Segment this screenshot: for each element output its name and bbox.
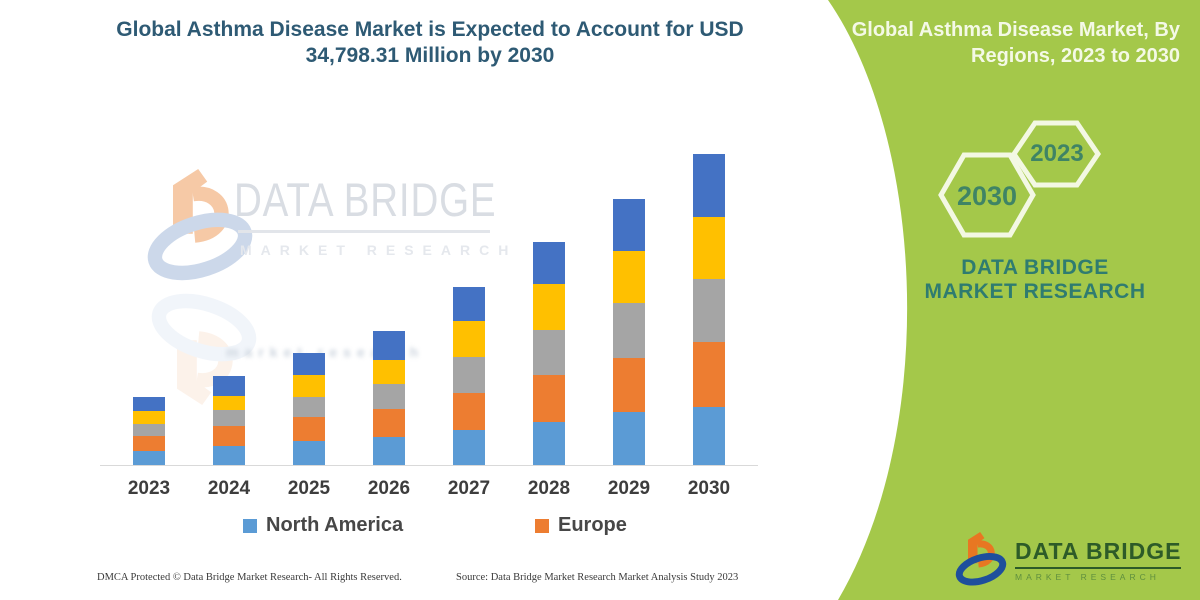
bar-2027-north-america — [453, 429, 485, 465]
bar-2025-europe — [293, 417, 325, 441]
data-bridge-logo: DATA BRIDGE MARKET RESEARCH — [955, 530, 1182, 586]
bar-2027-europe — [453, 393, 485, 430]
x-axis-label-2027: 2027 — [447, 478, 491, 499]
x-axis-label-2026: 2026 — [367, 478, 411, 499]
page-title-line2: 34,798.31 Million by 2030 — [305, 44, 555, 67]
bar-2028-europe — [533, 374, 565, 422]
logo-sub-wordmark: MARKET RESEARCH — [1015, 572, 1160, 582]
bar-2023-unlabeled-gray- — [133, 424, 165, 436]
bar-2029-unlabeled-gray- — [613, 303, 645, 359]
hexagon-2023-label: 2023 — [1030, 140, 1084, 167]
source-note: Source: Data Bridge Market Research Mark… — [456, 572, 739, 583]
x-axis-label-2029: 2029 — [607, 478, 651, 499]
bar-2023-north-america — [133, 450, 165, 465]
green-panel — [828, 0, 1200, 600]
bar-2030-europe — [693, 341, 725, 407]
x-axis-label-2025: 2025 — [287, 478, 331, 499]
x-axis-label-2030: 2030 — [687, 478, 731, 499]
bar-2026-europe — [373, 409, 405, 438]
bar-2023-unlabeled-dark-blue- — [133, 397, 165, 411]
bar-2024-europe — [213, 426, 245, 447]
bar-2024-north-america — [213, 446, 245, 465]
hexagon-2030-label: 2030 — [956, 181, 1018, 211]
north-america-swatch-icon — [243, 518, 257, 533]
page-title: Global Asthma Disease Market is Expected… — [55, 17, 805, 69]
x-axis-label-2028: 2028 — [527, 478, 571, 499]
bar-2028-unlabeled-dark-blue- — [533, 242, 565, 285]
hexagon-2023-icon — [1010, 120, 1102, 188]
bar-2029-europe — [613, 358, 645, 412]
bar-2029-unlabeled-dark-blue- — [613, 198, 645, 252]
bar-2028-unlabeled-yellow- — [533, 284, 565, 330]
x-axis-line — [100, 465, 758, 466]
bar-2024-unlabeled-yellow- — [213, 396, 245, 410]
bar-2030-unlabeled-gray- — [693, 278, 725, 342]
page-title-line1: Global Asthma Disease Market is Expected… — [116, 18, 744, 41]
bar-2025-unlabeled-gray- — [293, 397, 325, 418]
bar-2024-unlabeled-gray- — [213, 409, 245, 427]
logo-wordmark: DATA BRIDGE — [1015, 538, 1182, 569]
data-bridge-logo-icon — [955, 532, 1007, 586]
bar-2030-unlabeled-yellow- — [693, 216, 725, 279]
bar-2023-europe — [133, 435, 165, 451]
panel-title: Global Asthma Disease Market, By Regions… — [851, 19, 1180, 67]
bar-2027-unlabeled-gray- — [453, 356, 485, 394]
bar-2026-unlabeled-yellow- — [373, 359, 405, 384]
bar-2029-unlabeled-yellow- — [613, 251, 645, 304]
bar-2026-unlabeled-gray- — [373, 384, 405, 410]
bar-2028-north-america — [533, 421, 565, 465]
bar-2026-north-america — [373, 437, 405, 465]
europe-swatch-icon — [535, 518, 549, 533]
bar-2030-unlabeled-dark-blue- — [693, 154, 725, 217]
brand-text: DATA BRIDGE MARKET RESEARCH — [924, 256, 1146, 303]
bar-2027-unlabeled-yellow- — [453, 320, 485, 357]
bar-2025-unlabeled-yellow- — [293, 375, 325, 398]
x-axis-label-2023: 2023 — [127, 478, 171, 499]
bar-2025-unlabeled-dark-blue- — [293, 353, 325, 375]
legend-item-europe: Europe — [535, 514, 627, 537]
bar-2025-north-america — [293, 440, 325, 465]
legend-label-europe: Europe — [558, 514, 627, 536]
dmca-notice: DMCA Protected © Data Bridge Market Rese… — [97, 572, 402, 583]
bar-2027-unlabeled-dark-blue- — [453, 286, 485, 321]
legend-item-north-america: North America — [243, 514, 403, 537]
bar-2024-unlabeled-dark-blue- — [213, 376, 245, 397]
bar-2028-unlabeled-gray- — [533, 329, 565, 375]
bar-chart: 2023 2024 2025 2026 2027 2028 2029 2030 — [100, 154, 758, 499]
x-axis-label-2024: 2024 — [207, 478, 251, 499]
legend-label-north-america: North America — [266, 514, 404, 536]
bar-2029-north-america — [613, 411, 645, 465]
bar-2023-unlabeled-yellow- — [133, 410, 165, 424]
bar-2030-north-america — [693, 406, 725, 465]
bar-2026-unlabeled-dark-blue- — [373, 331, 405, 360]
hexagon-2030-icon — [938, 152, 1036, 238]
